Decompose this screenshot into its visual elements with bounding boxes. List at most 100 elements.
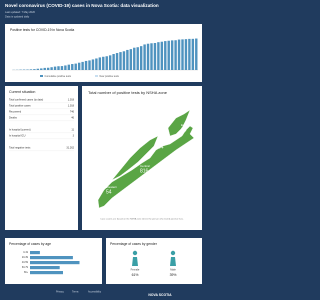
age-label: 80+: [24, 271, 29, 274]
gender-value: 61%: [132, 273, 139, 277]
logo: NOVA SCOTIA: [148, 293, 172, 297]
bar: [98, 57, 102, 70]
row-label: In hospital ICU: [9, 135, 26, 138]
legend-swatch: [40, 75, 43, 77]
updated: Last updated: 7 May 2020: [5, 10, 36, 14]
card-title: Total number of positive tests by NSHA z…: [88, 90, 168, 95]
bar: [36, 68, 40, 70]
row-value: 46: [71, 117, 74, 120]
age-label: 0-19: [23, 251, 28, 254]
bar: [136, 47, 139, 70]
row-label: Total negative tests: [9, 147, 31, 150]
bar: [40, 68, 43, 70]
row-value: 746: [70, 111, 75, 114]
page-title: Novel coronavirus (COVID-19) cases in No…: [5, 3, 159, 8]
bar: [102, 56, 105, 70]
bar: [88, 60, 91, 70]
icon-head: [132, 250, 138, 256]
age-label: 20-39: [22, 256, 29, 259]
zone-value: 64: [158, 144, 164, 150]
bar: [119, 52, 122, 70]
map-note: Case counts are based on the NSHA zone w…: [100, 218, 184, 221]
legend-label: Cumulative positive tests: [45, 75, 72, 78]
bar: [105, 56, 108, 70]
legend-label: New positive tests: [100, 75, 120, 78]
zone-name: Western: [106, 185, 117, 189]
bar: [46, 67, 50, 70]
bar: [153, 43, 157, 70]
bar: [122, 51, 126, 70]
bar: [112, 54, 115, 70]
bar: [64, 65, 67, 70]
bar: [53, 66, 57, 70]
bar: [133, 47, 136, 70]
bar: [29, 69, 33, 70]
card-title: Percentage of cases by age: [9, 242, 51, 246]
note: Data is updated daily: [5, 15, 30, 19]
icon-head: [170, 250, 176, 256]
bar: [30, 261, 80, 265]
zone-value: 84: [181, 127, 187, 133]
bar: [195, 38, 198, 70]
age-label: 60-79: [22, 266, 29, 269]
footer-link[interactable]: Terms: [72, 291, 79, 294]
bar: [33, 69, 36, 70]
card: [5, 86, 78, 230]
row-value: 31,262: [66, 147, 74, 150]
footer-link[interactable]: Privacy: [56, 291, 65, 294]
bar: [43, 67, 46, 70]
row-value: 11: [71, 129, 74, 132]
bar: [71, 64, 74, 70]
row-label: Recovered: [9, 111, 22, 114]
row-label: Total positive cases: [9, 105, 31, 108]
bar: [174, 40, 177, 70]
dashboard: Novel coronavirus (COVID-19) cases in No…: [5, 3, 202, 297]
bar: [181, 39, 184, 70]
zone-name: Central: [140, 164, 150, 168]
page: { "header": { "title": "Novel coronaviru…: [5, 3, 202, 297]
bar: [60, 66, 64, 70]
bar: [126, 49, 129, 70]
card-title: Positive tests for COVID-19 in Nova Scot…: [10, 28, 74, 32]
icon-body: [132, 257, 138, 266]
card-title: Current situation: [9, 90, 35, 94]
bar: [84, 60, 88, 70]
bar: [139, 46, 143, 70]
row-label: Total confirmed cases (to date): [9, 99, 43, 102]
bar: [30, 266, 60, 270]
bar: [150, 43, 153, 70]
bar: [191, 38, 195, 70]
row-value: 1,018: [68, 105, 75, 108]
bar: [91, 59, 95, 70]
map: [167, 109, 191, 137]
bar: [115, 53, 119, 70]
bar: [188, 38, 191, 70]
bar: [81, 61, 84, 70]
gender-label: Male: [170, 268, 176, 272]
row-value: 3: [73, 135, 75, 138]
bar: [30, 271, 63, 275]
bar: [50, 67, 53, 70]
zone-name: Northern: [158, 140, 170, 144]
age-label: 40-59: [22, 261, 29, 264]
bar: [129, 49, 133, 70]
bar: [167, 40, 170, 70]
bar: [146, 43, 150, 70]
bar: [67, 64, 71, 70]
map: [111, 135, 159, 181]
bar: [30, 251, 40, 255]
bar: [177, 39, 181, 70]
zone-name: Eastern: [181, 123, 192, 127]
row-value: 1,018: [68, 99, 75, 102]
bar: [143, 44, 146, 70]
gender-value: 39%: [170, 273, 177, 277]
bar: [164, 41, 167, 70]
card-title: Percentage of cases by gender: [110, 242, 158, 246]
map: [97, 125, 195, 209]
bar: [184, 39, 188, 70]
card: [106, 238, 202, 284]
row-label: In hospital (current): [9, 129, 31, 132]
footer-link[interactable]: Accessibility: [88, 291, 102, 294]
bar: [30, 256, 73, 260]
zone-value: 54: [106, 189, 112, 195]
